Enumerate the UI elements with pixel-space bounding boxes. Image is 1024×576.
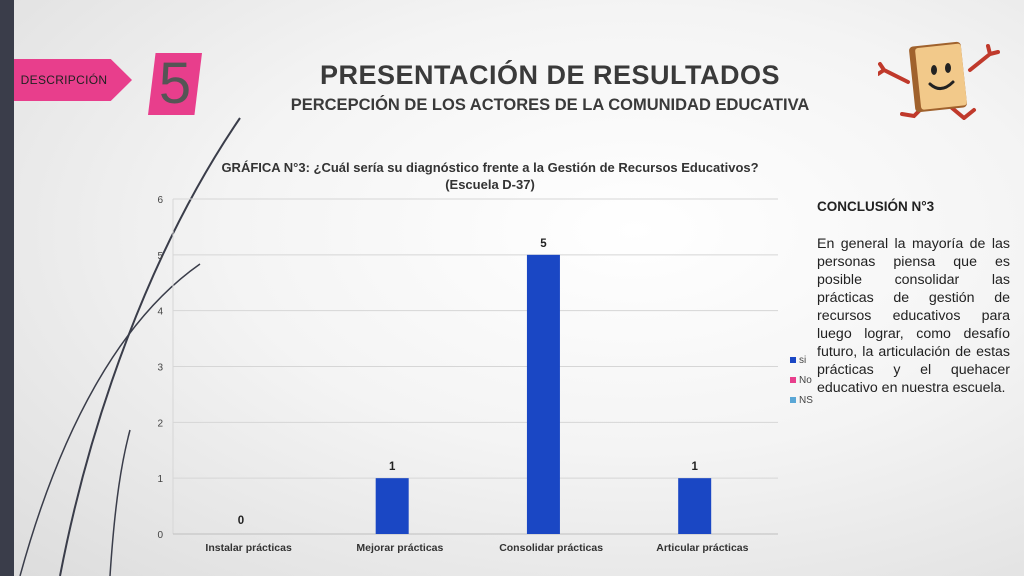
left-accent-bar — [0, 0, 14, 576]
legend-label-si: si — [799, 354, 807, 366]
legend-item-no: No — [790, 370, 813, 390]
y-tick-label: 5 — [157, 251, 163, 262]
description-tag — [14, 59, 132, 101]
bar-si — [375, 478, 409, 534]
legend-item-si: si — [790, 350, 813, 370]
y-tick-label: 4 — [157, 307, 163, 318]
book-mascot-icon — [878, 41, 1000, 120]
legend-swatch-no — [790, 377, 796, 383]
bar-data-label: 0 — [238, 515, 244, 527]
y-tick-label: 3 — [157, 363, 163, 374]
bar-data-label: 1 — [389, 461, 396, 473]
conclusion-title: CONCLUSIÓN N°3 — [817, 199, 935, 214]
description-tag-label: DESCRIPCIÓN — [20, 73, 108, 87]
chart-title-main: GRÁFICA N°3: ¿Cuál sería su diagnóstico … — [221, 160, 759, 175]
bar-data-label: 5 — [540, 238, 547, 250]
x-category-label: Instalar prácticas — [205, 542, 292, 554]
conclusion-text: En general la mayoría de las personas pi… — [817, 236, 1010, 396]
legend-swatch-si — [790, 357, 796, 363]
y-tick-label: 1 — [157, 474, 163, 485]
page-subtitle: PERCEPCIÓN DE LOS ACTORES DE LA COMUNIDA… — [290, 96, 810, 114]
chart-title: GRÁFICA N°3: ¿Cuál sería su diagnóstico … — [180, 159, 800, 193]
decorative-curves — [19, 117, 241, 576]
page-title: PRESENTACIÓN DE RESULTADOS — [319, 60, 781, 90]
bar-si — [526, 254, 560, 535]
bar-si — [678, 478, 712, 534]
bar-data-label: 1 — [691, 461, 698, 473]
step-number: 5 — [148, 53, 202, 115]
x-category-label: Articular prácticas — [656, 542, 748, 554]
chart-title-sub: (Escuela D-37) — [445, 177, 535, 192]
y-tick-label: 2 — [157, 418, 163, 429]
legend-item-ns: NS — [790, 390, 813, 410]
x-category-label: Consolidar prácticas — [499, 542, 603, 554]
y-tick-label: 0 — [157, 530, 163, 541]
chart-legend: si No NS — [790, 350, 813, 410]
legend-swatch-ns — [790, 397, 796, 403]
x-category-label: Mejorar prácticas — [356, 542, 443, 554]
y-tick-label: 6 — [157, 195, 163, 206]
legend-label-no: No — [799, 374, 812, 386]
legend-label-ns: NS — [799, 394, 813, 406]
